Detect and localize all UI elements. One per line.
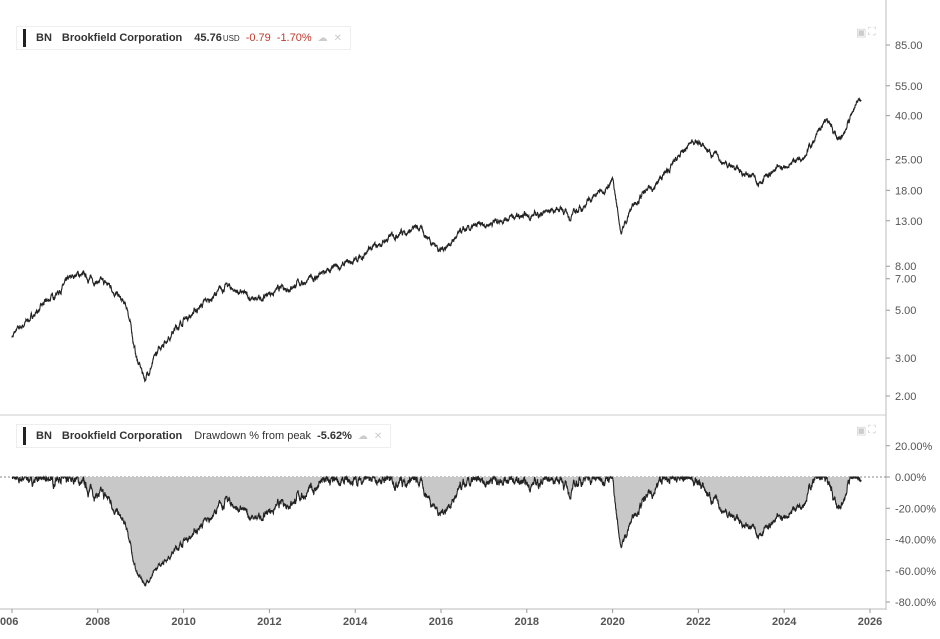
y-tick-label: 5.00 [895,305,916,317]
drawdown-line [11,474,862,587]
x-tick-label: 2016 [429,616,453,628]
y-tick-label: 25.00 [895,155,923,167]
download-icon[interactable]: ▣ [856,27,867,39]
y-tick-label: 85.00 [895,40,923,52]
last-price: 45.76 [194,32,222,44]
drawdown-legend: BN Brookfield Corporation Drawdown % fro… [16,424,392,448]
x-tick-label: 006 [0,616,18,628]
cloud-icon[interactable]: ☁ [357,430,368,442]
y-tick-label: 3.00 [895,353,916,365]
price-legend: BN Brookfield Corporation 45.76 USD -0.7… [16,26,352,50]
download-icon[interactable]: ▣ [856,425,867,437]
x-tick-label: 2008 [86,616,110,628]
close-icon[interactable]: ✕ [373,430,383,442]
y-tick-label: -20.00% [895,503,936,515]
fullscreen-icon[interactable]: ⛶ [868,424,876,436]
cloud-icon[interactable]: ☁ [317,32,328,44]
close-icon[interactable]: ✕ [333,32,343,44]
y-tick-label: 18.00 [895,185,923,197]
x-tick-label: 2022 [686,616,710,628]
x-tick-label: 2018 [515,616,539,628]
y-tick-label: -80.00% [895,597,936,609]
y-tick-label: -40.00% [895,535,936,547]
y-tick-label: 2.00 [895,391,916,403]
y-tick-label: 40.00 [895,111,923,123]
company-name: Brookfield Corporation [61,430,183,442]
y-tick-label: -60.00% [895,566,936,578]
ticker: BN [36,430,52,442]
y-tick-label: 8.00 [895,261,916,273]
x-tick-label: 2012 [257,616,281,628]
series-color-marker [23,29,26,47]
price-line [11,97,862,383]
x-tick-label: 2010 [171,616,195,628]
ticker: BN [36,32,52,44]
price-change: -0.79 [245,32,271,44]
drawdown-area [12,477,862,586]
fullscreen-icon[interactable]: ⛶ [868,26,876,38]
y-tick-label: 13.00 [895,216,923,228]
indicator-value: -5.62% [317,430,352,442]
y-tick-label: 0.00% [895,472,926,484]
indicator-name: Drawdown % from peak [194,430,312,442]
currency: USD [222,33,240,43]
price-change-pct: -1.70% [276,32,312,44]
y-tick-label: 55.00 [895,81,923,93]
x-tick-label: 2014 [343,616,368,628]
x-tick-label: 2026 [858,616,882,628]
x-tick-label: 2024 [772,616,797,628]
y-tick-label: 7.00 [895,274,916,286]
series-color-marker [23,427,26,445]
y-tick-label: 20.00% [895,441,933,453]
company-name: Brookfield Corporation [61,32,183,44]
x-tick-label: 2020 [600,616,624,628]
